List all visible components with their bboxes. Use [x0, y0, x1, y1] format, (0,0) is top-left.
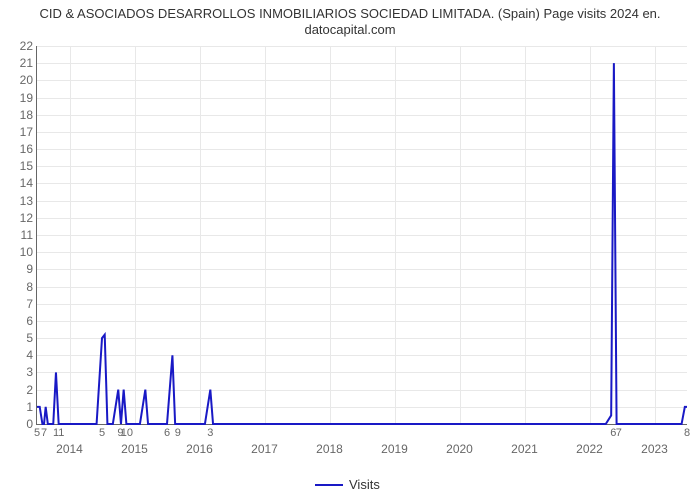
xtick-sub-label: 5 [99, 427, 105, 439]
ytick-label: 6 [5, 314, 33, 328]
plot-area: 0123456789101112131415161718192021222014… [36, 46, 687, 425]
title-line2: datocapital.com [304, 22, 395, 37]
xtick-year-label: 2022 [576, 442, 603, 456]
ytick-label: 19 [5, 91, 33, 105]
xtick-sub-label: 11 [53, 427, 64, 439]
xtick-sub-label: 7 [41, 427, 47, 439]
xtick-year-label: 2016 [186, 442, 213, 456]
ytick-label: 12 [5, 211, 33, 225]
ytick-label: 13 [5, 194, 33, 208]
legend-label: Visits [349, 477, 380, 492]
ytick-label: 16 [5, 142, 33, 156]
ytick-label: 1 [5, 400, 33, 414]
xtick-sub-label: 5 [34, 427, 40, 439]
xtick-year-label: 2014 [56, 442, 83, 456]
ytick-label: 0 [5, 417, 33, 431]
xtick-year-label: 2015 [121, 442, 148, 456]
xtick-sub-label: 3 [207, 427, 213, 439]
xtick-year-label: 2018 [316, 442, 343, 456]
xtick-sub-label: 9 [175, 427, 181, 439]
xtick-sub-label: 6 [164, 427, 170, 439]
ytick-label: 5 [5, 331, 33, 345]
chart-title: CID & ASOCIADOS DESARROLLOS INMOBILIARIO… [0, 6, 700, 39]
ytick-label: 17 [5, 125, 33, 139]
xtick-year-label: 2020 [446, 442, 473, 456]
ytick-label: 8 [5, 280, 33, 294]
ytick-label: 14 [5, 176, 33, 190]
ytick-label: 20 [5, 73, 33, 87]
xtick-sub-label: 8 [684, 427, 690, 439]
legend: Visits [315, 477, 380, 492]
ytick-label: 3 [5, 365, 33, 379]
xtick-year-label: 2019 [381, 442, 408, 456]
ytick-label: 7 [5, 297, 33, 311]
legend-swatch [315, 484, 343, 486]
ytick-label: 9 [5, 262, 33, 276]
xtick-year-label: 2017 [251, 442, 278, 456]
ytick-label: 10 [5, 245, 33, 259]
xtick-sub-label: 7 [616, 427, 622, 439]
ytick-label: 21 [5, 56, 33, 70]
xtick-year-label: 2023 [641, 442, 668, 456]
ytick-label: 15 [5, 159, 33, 173]
ytick-label: 11 [5, 228, 33, 242]
xtick-sub-label: 10 [121, 427, 133, 439]
ytick-label: 22 [5, 39, 33, 53]
xtick-year-label: 2021 [511, 442, 538, 456]
title-line1: CID & ASOCIADOS DESARROLLOS INMOBILIARIO… [39, 6, 660, 21]
ytick-label: 4 [5, 348, 33, 362]
ytick-label: 18 [5, 108, 33, 122]
line-series [37, 46, 687, 424]
ytick-label: 2 [5, 383, 33, 397]
